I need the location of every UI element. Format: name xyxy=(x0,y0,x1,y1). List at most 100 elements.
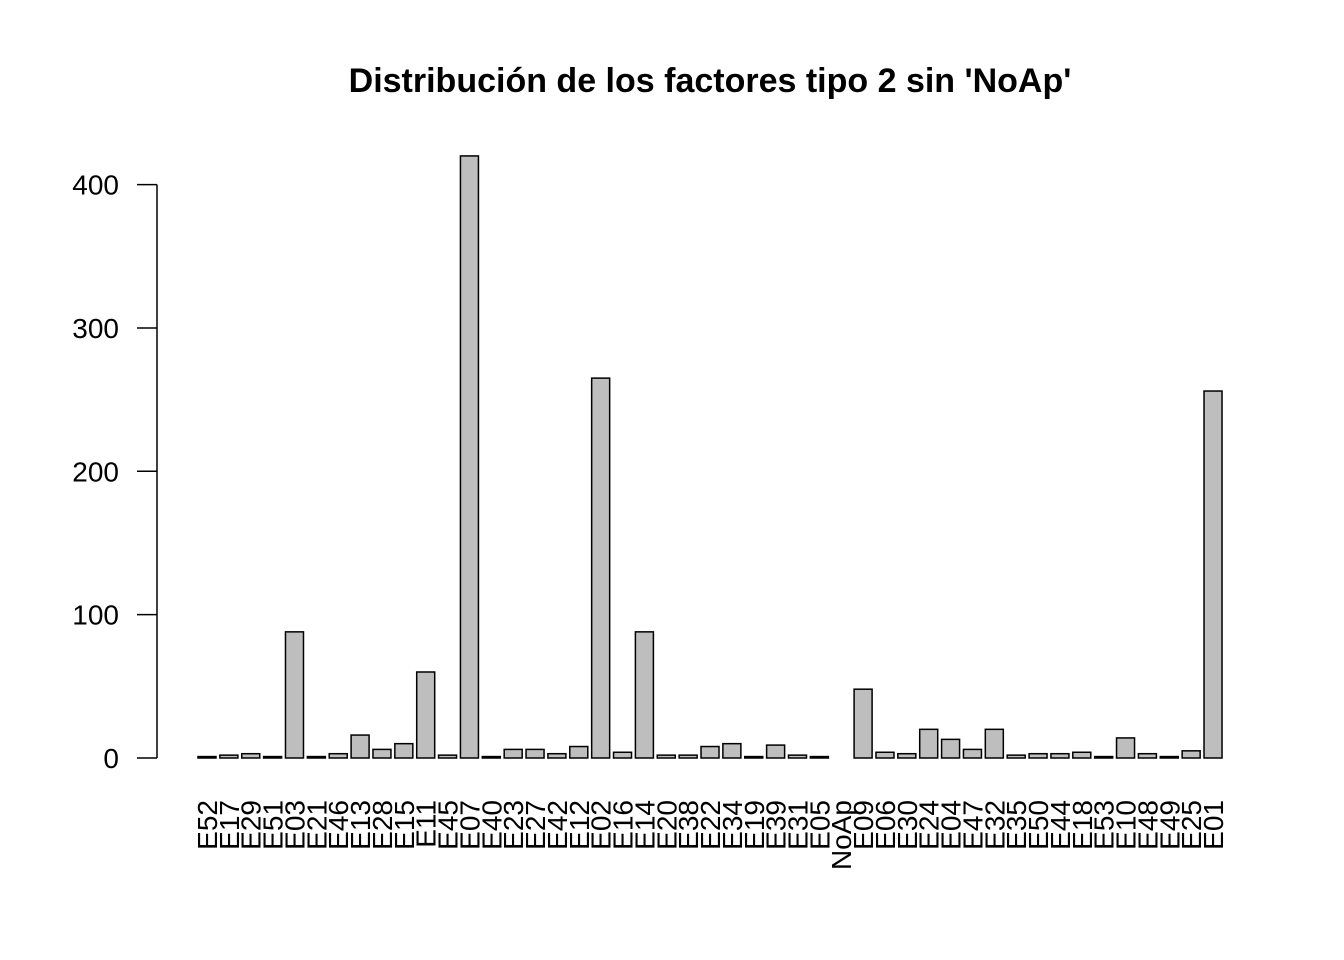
bar-e51 xyxy=(262,755,283,759)
x-tick-label-e25: E25 xyxy=(1176,800,1207,850)
bar-e25 xyxy=(1181,750,1201,759)
bar-e20 xyxy=(656,754,677,759)
x-tick-label-e52: E52 xyxy=(192,800,223,850)
bar-e14 xyxy=(634,631,655,759)
x-tick-label-e16: E16 xyxy=(608,800,639,850)
x-tick-label-e01: E01 xyxy=(1198,800,1229,850)
x-tick-label-e12: E12 xyxy=(564,800,595,850)
bar-e15 xyxy=(394,742,414,759)
x-tick-label-e48: E48 xyxy=(1132,800,1163,850)
bar-e04 xyxy=(940,738,961,759)
bar-e46 xyxy=(328,752,348,759)
x-tick-label-e51: E51 xyxy=(258,800,289,850)
bar-e44 xyxy=(1050,752,1070,759)
y-tick-label: 100 xyxy=(72,600,119,631)
bars-group xyxy=(197,155,1223,759)
x-tick-label-e39: E39 xyxy=(761,800,792,850)
x-tick-label-e53: E53 xyxy=(1089,800,1120,850)
bar-e35 xyxy=(1006,754,1026,759)
bar-e10 xyxy=(1115,737,1136,759)
bar-e28 xyxy=(372,748,392,759)
y-axis: 0 100 200 300 400 xyxy=(72,170,158,774)
bar-e19 xyxy=(744,755,764,759)
x-tick-label-e47: E47 xyxy=(957,800,988,850)
bar-e53 xyxy=(1093,755,1114,759)
bar-e06 xyxy=(875,751,895,759)
x-tick-label-e06: E06 xyxy=(870,800,901,850)
x-tick-label-e27: E27 xyxy=(520,800,551,850)
x-tick-label-e05: E05 xyxy=(804,800,835,850)
x-tick-label-e32: E32 xyxy=(979,800,1010,850)
x-tick-label-e24: E24 xyxy=(914,800,945,850)
bar-e45 xyxy=(437,754,458,759)
bar-e52 xyxy=(197,755,217,759)
bar-e09 xyxy=(853,688,873,759)
y-tick-label: 400 xyxy=(72,170,119,201)
bar-e13 xyxy=(350,734,370,759)
bar-e50 xyxy=(1028,752,1048,759)
x-tick-label-e30: E30 xyxy=(892,800,923,850)
y-tick-label: 200 xyxy=(72,456,119,487)
x-tick-label-e50: E50 xyxy=(1023,800,1054,850)
bar-e16 xyxy=(612,751,633,759)
x-tick-label-e46: E46 xyxy=(323,800,354,850)
x-tick-label-e21: E21 xyxy=(301,800,332,850)
x-tick-label-e38: E38 xyxy=(673,800,704,850)
x-tick-label-e15: E15 xyxy=(389,800,420,850)
bar-e49 xyxy=(1159,755,1180,759)
x-tick-label-e40: E40 xyxy=(476,800,507,850)
x-tick-label-e44: E44 xyxy=(1045,800,1076,850)
bar-e29 xyxy=(240,752,261,759)
y-tick-label: 300 xyxy=(72,313,119,344)
bar-e34 xyxy=(722,742,742,759)
x-tick-label-e49: E49 xyxy=(1154,800,1185,850)
x-tick-label-e23: E23 xyxy=(498,800,529,850)
x-tick-label-e22: E22 xyxy=(695,800,726,850)
bar-e01 xyxy=(1203,390,1223,759)
x-tick-label-e28: E28 xyxy=(367,800,398,850)
x-tick-label-e31: E31 xyxy=(782,800,813,850)
bar-e02 xyxy=(590,377,611,759)
x-tick-label-e42: E42 xyxy=(542,800,573,850)
bar-e03 xyxy=(284,631,305,759)
x-tick-label-e34: E34 xyxy=(717,800,748,850)
bar-e32 xyxy=(984,728,1005,759)
bar-e27 xyxy=(525,748,545,759)
x-tick-label-e19: E19 xyxy=(739,800,770,850)
y-tick-label: 0 xyxy=(103,743,119,774)
bar-e23 xyxy=(503,748,523,759)
x-tick-label-e20: E20 xyxy=(651,800,682,850)
bar-e31 xyxy=(787,754,808,759)
bar-e24 xyxy=(918,728,939,759)
bar-e12 xyxy=(569,745,589,759)
x-tick-label-e17: E17 xyxy=(214,800,245,850)
bar-e30 xyxy=(897,752,917,759)
x-tick-label-e11: E11 xyxy=(411,800,442,848)
x-tick-label-e07: E07 xyxy=(454,800,485,850)
bar-e05 xyxy=(809,755,830,759)
x-axis-labels: E52E17E29E51E03E21E46E13E28E15E11E45E07E… xyxy=(192,800,1229,870)
x-tick-label-e35: E35 xyxy=(1001,800,1032,850)
bar-e38 xyxy=(678,754,698,759)
x-tick-label-e29: E29 xyxy=(236,800,267,850)
x-tick-label-e13: E13 xyxy=(345,800,376,850)
bar-e17 xyxy=(219,754,239,759)
chart-title: Distribución de los factores tipo 2 sin … xyxy=(349,62,1072,100)
x-tick-label-e04: E04 xyxy=(936,800,967,850)
x-tick-label-e10: E10 xyxy=(1111,800,1142,850)
x-tick-label-e18: E18 xyxy=(1067,800,1098,850)
bar-e22 xyxy=(700,745,720,759)
x-tick-label-e45: E45 xyxy=(433,800,464,850)
x-tick-label-e09: E09 xyxy=(848,800,879,850)
x-tick-label-e14: E14 xyxy=(629,800,660,850)
bar-e21 xyxy=(306,755,327,759)
bar-e40 xyxy=(481,755,502,759)
x-tick-label-e02: E02 xyxy=(586,800,617,850)
bar-e47 xyxy=(962,748,983,759)
bar-e18 xyxy=(1072,751,1092,759)
bar-e39 xyxy=(765,744,786,759)
bar-e11 xyxy=(415,671,436,759)
bar-e07 xyxy=(459,155,480,759)
x-tick-label-e03: E03 xyxy=(279,800,310,850)
